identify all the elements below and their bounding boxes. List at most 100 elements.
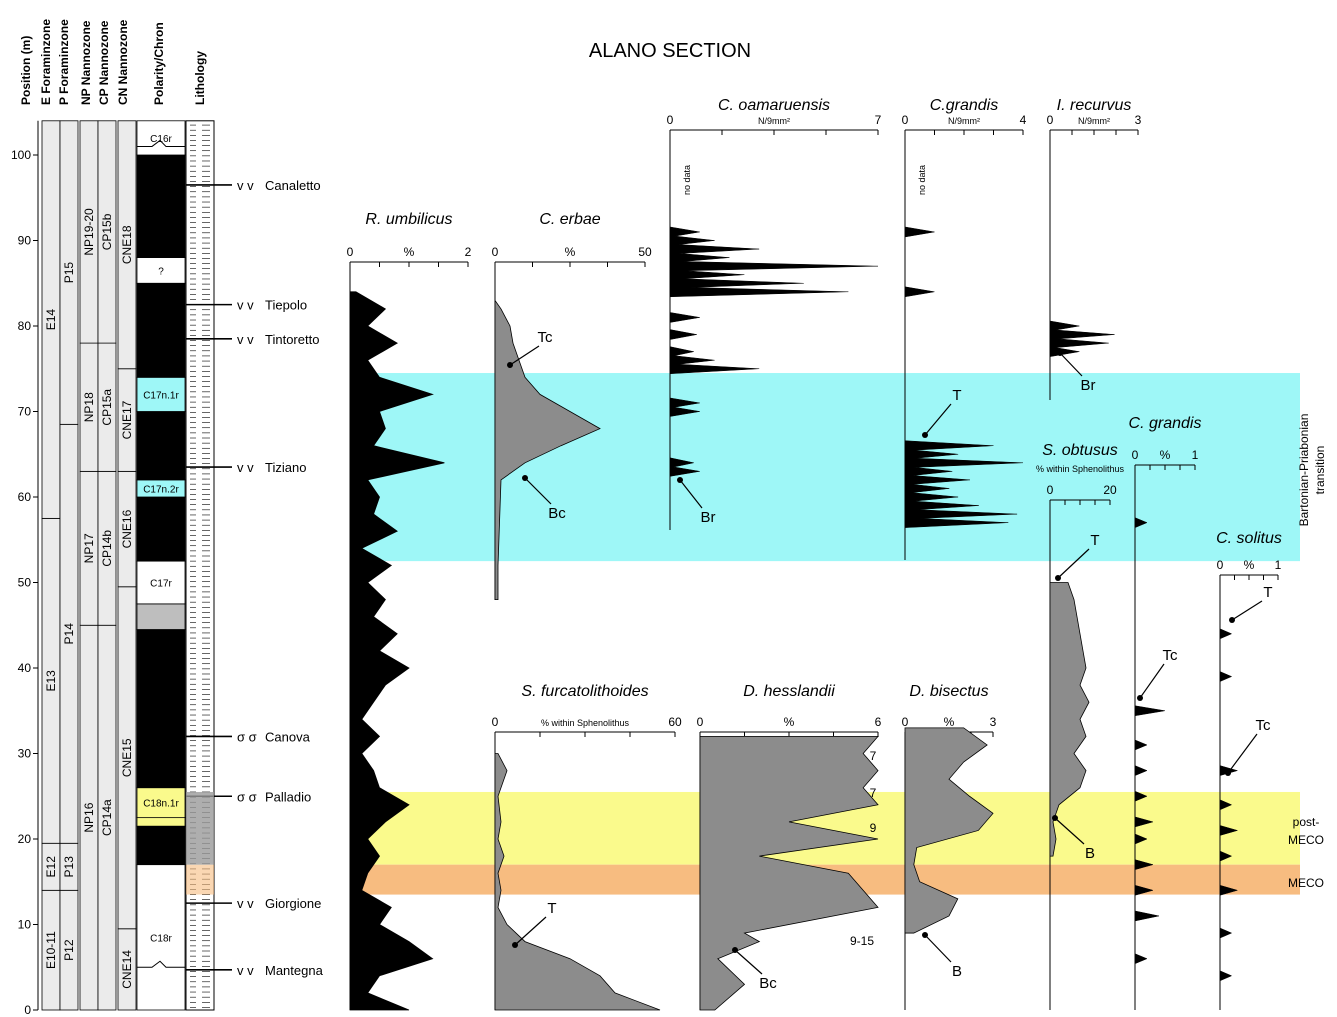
e-foram-header: E Foraminzone bbox=[39, 19, 53, 105]
position-tick-label: 90 bbox=[18, 234, 32, 248]
panel-spike bbox=[669, 269, 745, 280]
panel-spike bbox=[1134, 705, 1166, 717]
marker-name: Palladio bbox=[265, 789, 311, 804]
panel-unit-label: % within Sphenolithus bbox=[541, 718, 630, 728]
panel-spike bbox=[1134, 739, 1148, 751]
annotation-arrow bbox=[924, 934, 952, 963]
marker-symbol: σ σ bbox=[237, 729, 257, 744]
np-nanno-header: NP Nannozone bbox=[79, 20, 93, 105]
cn-nanno-header: CN Nannozone bbox=[116, 19, 130, 105]
annotation-label: Br bbox=[701, 509, 716, 526]
panel-tick-label: 1 bbox=[1192, 448, 1199, 462]
marker-name: Mantegna bbox=[265, 963, 324, 978]
panel-tick-label: 7 bbox=[875, 113, 882, 127]
panel-spike bbox=[1134, 953, 1148, 965]
meco-label: MECO bbox=[1288, 876, 1324, 890]
chron-box bbox=[136, 603, 186, 630]
position-tick-label: 100 bbox=[11, 148, 31, 162]
panel-tick-label: 20 bbox=[1103, 483, 1117, 497]
transition-label: Bartonian-Priabonian bbox=[1297, 414, 1311, 527]
panel-tick-label: 0 bbox=[347, 245, 354, 259]
panel-spike bbox=[669, 363, 760, 375]
chron-break-bottom bbox=[137, 960, 185, 968]
cp-zone-label: CP15b bbox=[100, 213, 114, 250]
position-tick-label: 40 bbox=[18, 661, 32, 675]
chron-label: ? bbox=[158, 266, 164, 277]
marker-symbol: v v bbox=[237, 896, 254, 911]
annotation-arrow bbox=[679, 479, 703, 509]
panel-spike bbox=[1219, 970, 1233, 982]
p-zone-label: P15 bbox=[62, 262, 76, 284]
marker-symbol: v v bbox=[237, 963, 254, 978]
annotation-label: Tc bbox=[1163, 647, 1179, 664]
cn-zone-label: CNE18 bbox=[120, 225, 134, 264]
np-zone-label: NP16 bbox=[82, 802, 96, 832]
hess-count: 7 bbox=[870, 786, 877, 800]
no-data-label: no data bbox=[682, 165, 692, 195]
panel-spike bbox=[1134, 833, 1148, 845]
panel-tick-label: 50 bbox=[638, 245, 652, 259]
panel-unit-label: N/9mm² bbox=[1078, 116, 1110, 126]
panel-6 bbox=[1134, 464, 1196, 1010]
panel-tick-label: 4 bbox=[1020, 113, 1027, 127]
annotation-label: Br bbox=[1081, 377, 1096, 394]
cn-zone-label: CNE17 bbox=[120, 400, 134, 439]
page-title: ALANO SECTION bbox=[589, 40, 751, 62]
cp-zone-label: CP15a bbox=[100, 389, 114, 426]
lithology-gray bbox=[186, 791, 214, 865]
annotation-label: B bbox=[1085, 845, 1095, 862]
chron-box bbox=[136, 376, 186, 412]
annotation-label: B bbox=[952, 963, 962, 980]
cyan-band bbox=[350, 373, 1300, 562]
panel-unit-label: % within Sphenolithus bbox=[1036, 464, 1125, 474]
np-zone-label: NP17 bbox=[82, 533, 96, 563]
panel-spike bbox=[1049, 320, 1080, 332]
annotation-arrow bbox=[1227, 733, 1258, 774]
panel-spike bbox=[1134, 517, 1148, 529]
e-zone-label: E12 bbox=[44, 856, 58, 878]
panel-area bbox=[904, 727, 994, 934]
cn-zone-label: CNE16 bbox=[120, 509, 134, 548]
chron-label: C17n.2n bbox=[142, 442, 180, 453]
cp-zone-label: CP14b bbox=[100, 530, 114, 567]
panel-tick-label: 0 bbox=[697, 715, 704, 729]
marker-name: Canova bbox=[265, 729, 311, 744]
panel-tick-label: 6 bbox=[875, 715, 882, 729]
marker-symbol: v v bbox=[237, 178, 254, 193]
annotation-arrow bbox=[1231, 600, 1263, 621]
panel-spike bbox=[1049, 346, 1080, 357]
chron-box bbox=[136, 282, 186, 378]
p-zone-label: P12 bbox=[62, 939, 76, 961]
panel-spike bbox=[669, 312, 700, 323]
panel-3 bbox=[904, 129, 1024, 560]
panel-spike bbox=[1134, 884, 1154, 896]
panel-tick-label: 0 bbox=[902, 715, 909, 729]
annotation-arrow bbox=[509, 345, 540, 366]
panel-title: R. umbilicus bbox=[365, 211, 452, 228]
panel-tick-label: 0 bbox=[492, 715, 499, 729]
annotation-arrowhead bbox=[922, 432, 928, 438]
position-tick-label: 80 bbox=[18, 319, 32, 333]
interval-bands bbox=[350, 373, 1300, 895]
annotation-label: T bbox=[952, 387, 961, 404]
panel-tick-label: 0 bbox=[492, 245, 499, 259]
labels: Bartonian-Priabonian transition post- MECO M… bbox=[11, 19, 1327, 1017]
panel-spike bbox=[1219, 671, 1233, 682]
panel-title: C. grandis bbox=[1129, 415, 1202, 432]
chron-box bbox=[136, 120, 186, 156]
hess-count: 7 bbox=[870, 749, 877, 763]
panel-8 bbox=[494, 731, 676, 1011]
np-zone-label: NP19-20 bbox=[82, 208, 96, 256]
annotation-label: Bc bbox=[759, 975, 777, 992]
cp-zone bbox=[97, 120, 117, 344]
chron-label: C17n.1n bbox=[142, 202, 180, 213]
position-tick-label: 50 bbox=[18, 576, 32, 590]
panel-spike bbox=[904, 491, 959, 503]
panel-9 bbox=[699, 731, 879, 1011]
cn-zone-label: CNE15 bbox=[120, 738, 134, 777]
panel-spike bbox=[669, 346, 694, 357]
annotation-label: T bbox=[547, 900, 556, 917]
marker-name: Canaletto bbox=[265, 178, 321, 193]
position-tick-label: 10 bbox=[18, 918, 32, 932]
chron-box bbox=[136, 496, 186, 562]
